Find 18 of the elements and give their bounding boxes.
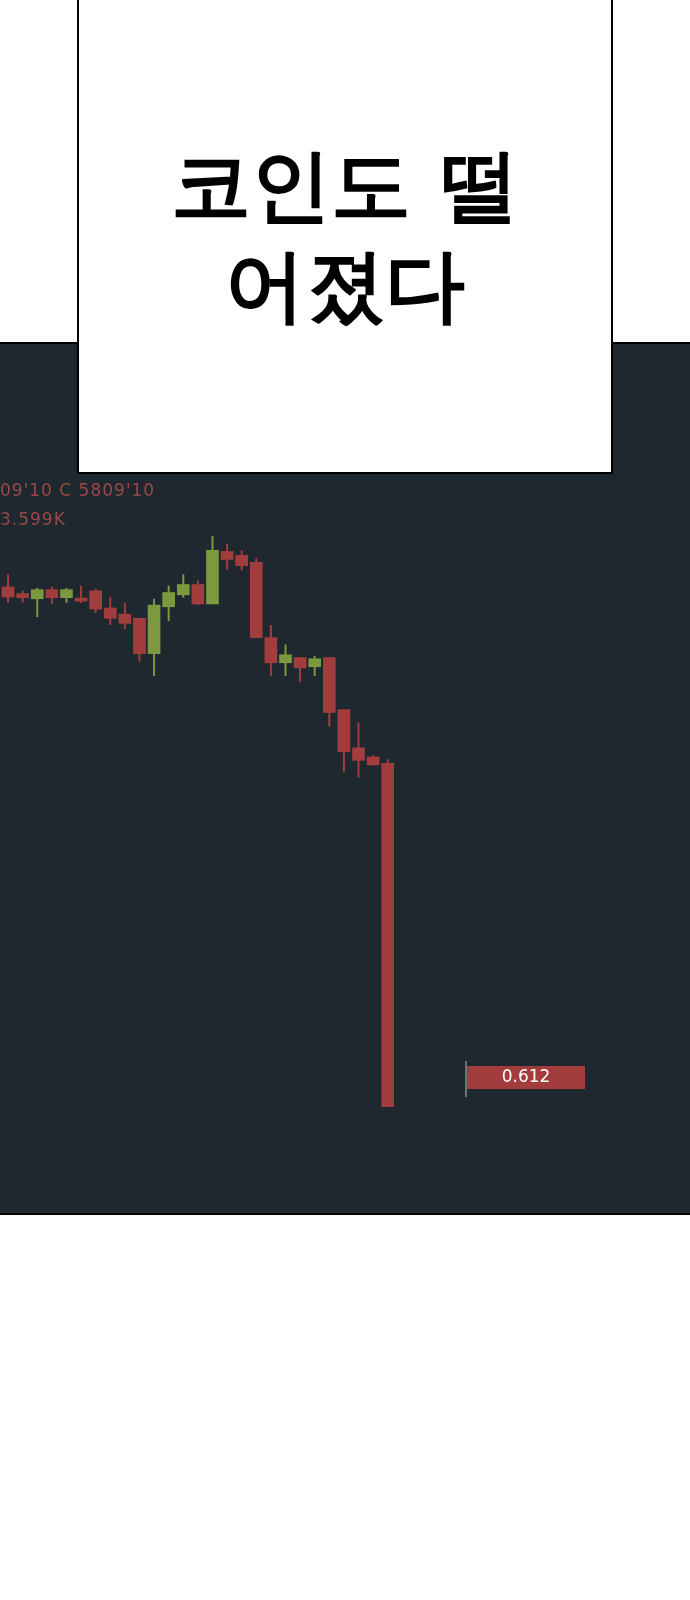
candlestick xyxy=(118,601,132,631)
candlestick xyxy=(220,542,234,571)
candlestick xyxy=(30,586,44,619)
candlestick xyxy=(191,579,205,607)
chart-title: 코인도 떨어졌다 xyxy=(170,138,520,334)
candlestick xyxy=(89,587,102,615)
candlestick xyxy=(352,721,365,779)
candlestick xyxy=(176,573,190,599)
candlestick xyxy=(279,643,292,677)
candlestick xyxy=(308,654,322,677)
candlestick xyxy=(293,656,307,684)
text: 0.612 xyxy=(501,1066,551,1087)
text: 3.599K xyxy=(0,509,66,529)
candlestick xyxy=(1,573,15,604)
candlestick xyxy=(162,584,175,623)
candlestick xyxy=(103,596,117,627)
candlestick xyxy=(235,549,249,572)
text: 09'10 C 5809'10 xyxy=(0,480,156,500)
